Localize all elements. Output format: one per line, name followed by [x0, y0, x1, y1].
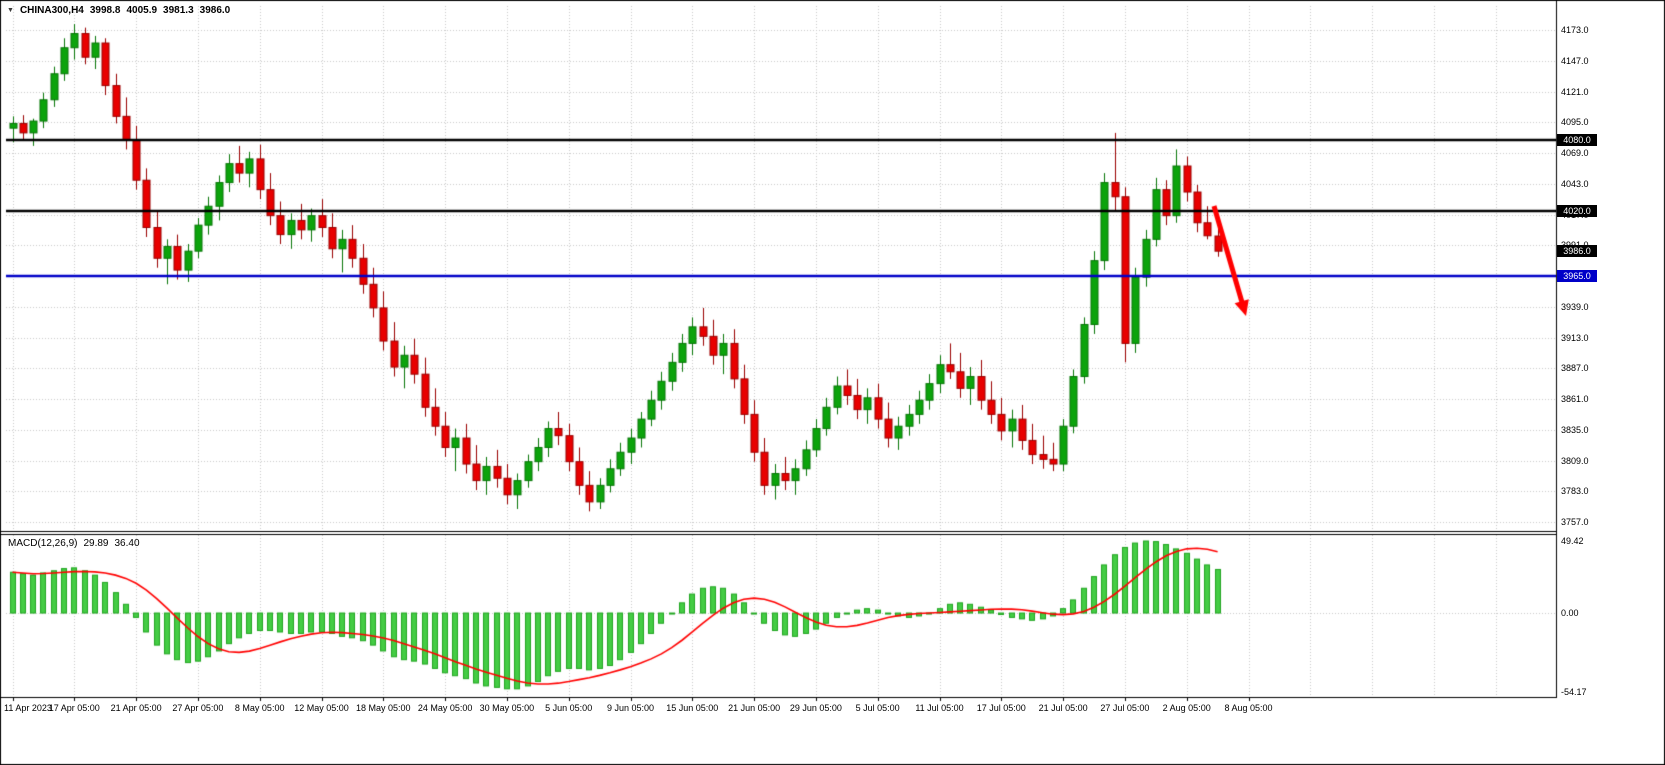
macd-signal-value: 36.40 [114, 538, 140, 549]
ohlc-close: 3986.0 [199, 5, 231, 16]
ohlc-high: 4005.9 [126, 5, 158, 16]
ohlc-open: 3998.8 [89, 5, 121, 16]
macd-name: MACD(12,26,9) [8, 538, 78, 549]
ohlc-low: 3981.3 [163, 5, 194, 16]
symbol-period-label: CHINA300,H4 [19, 5, 84, 16]
macd-main-value: 29.89 [83, 538, 109, 549]
chart-title: ▼ CHINA300,H4 3998.8 4005.9 3981.3 3986.… [7, 5, 230, 16]
macd-indicator-label: MACD(12,26,9) 29.89 36.40 [8, 538, 140, 549]
symbol-dropdown-icon[interactable]: ▼ [7, 7, 14, 14]
